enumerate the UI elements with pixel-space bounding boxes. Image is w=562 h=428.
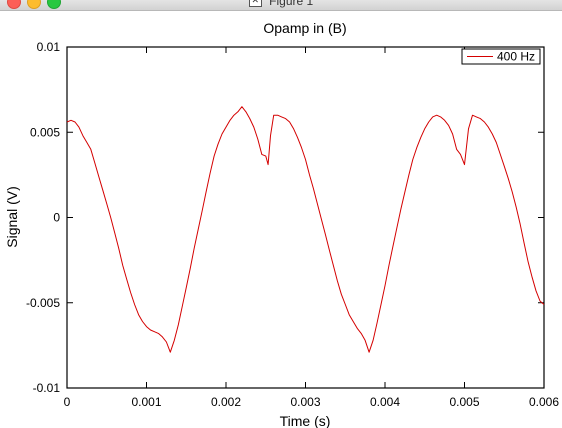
chart-title: Opamp in (B) [263, 20, 346, 36]
x11-icon: ✕ [248, 0, 262, 7]
y-tick-label: -0.005 [26, 296, 60, 310]
window-title: Figure 1 [269, 0, 314, 8]
x-tick-label: 0.002 [211, 395, 241, 409]
y-tick-label: 0.005 [30, 125, 60, 139]
maximize-window-button[interactable] [47, 0, 61, 9]
close-window-button[interactable] [7, 0, 21, 9]
x-tick-label: 0.001 [131, 395, 161, 409]
window-titlebar: ✕ Figure 1 [0, 0, 562, 11]
series-line-0 [66, 106, 545, 353]
x-tick-label: 0.006 [529, 395, 559, 409]
legend-label: 400 Hz [497, 50, 535, 64]
legend-box [461, 48, 541, 65]
x-tick-label: 0.004 [370, 395, 400, 409]
y-tick-label: 0.01 [37, 40, 61, 54]
plot-frame [66, 46, 545, 389]
y-tick-label: 0 [53, 211, 60, 225]
x-tick-label: 0.005 [449, 395, 479, 409]
y-axis-label: Signal (V) [4, 186, 20, 247]
x-tick-label: 0 [64, 395, 71, 409]
window-title-area: ✕ Figure 1 [0, 0, 562, 8]
minimize-window-button[interactable] [27, 0, 41, 9]
y-tick-label: -0.01 [33, 381, 61, 395]
x-axis-label: Time (s) [280, 413, 331, 428]
x-tick-label: 0.003 [290, 395, 320, 409]
